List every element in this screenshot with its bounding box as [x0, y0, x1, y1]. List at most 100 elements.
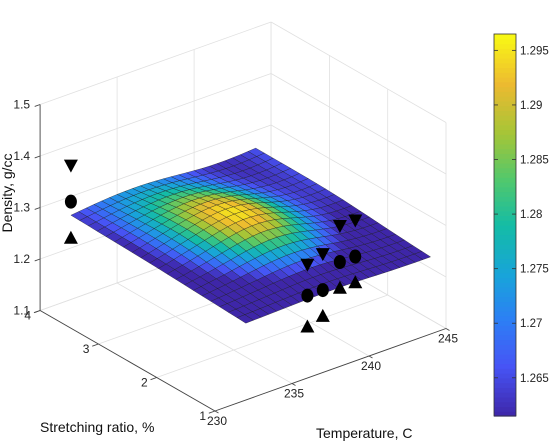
- colorbar-band: [494, 139, 516, 145]
- marker-circle: [64, 194, 77, 209]
- colorbar-tick-label: 1.28: [520, 209, 542, 221]
- colorbar-tick-label: 1.27: [520, 318, 542, 330]
- colorbar-band: [494, 115, 516, 121]
- z-tick-label: 1.1: [13, 304, 30, 318]
- colorbar-band: [494, 158, 516, 164]
- data-markers: [63, 159, 363, 333]
- marker-triangle-down: [315, 248, 330, 262]
- colorbar-band: [494, 96, 516, 102]
- colorbar-band: [494, 263, 516, 269]
- marker-triangle-down: [300, 258, 315, 272]
- y-axis-line: [39, 310, 216, 412]
- colorbar-band: [494, 272, 516, 279]
- colorbar-band: [494, 363, 516, 369]
- colorbar-band: [494, 258, 516, 264]
- grid-line: [270, 73, 447, 175]
- colorbar-band: [494, 220, 516, 226]
- z-tick-mark: [34, 310, 41, 313]
- colorbar-band: [494, 234, 516, 240]
- x-axis-label: Temperature, C: [316, 425, 412, 441]
- z-tick-label: 1.5: [13, 98, 30, 112]
- marker-triangle-up: [63, 230, 78, 244]
- colorbar-band: [494, 201, 516, 207]
- grid-line: [39, 73, 272, 157]
- colorbar-band: [494, 244, 516, 250]
- colorbar-band: [494, 205, 516, 212]
- colorbar-band: [494, 411, 516, 417]
- colorbar-band: [494, 215, 516, 221]
- colorbar-band: [494, 110, 516, 116]
- colorbar-band: [494, 253, 516, 260]
- colorbar-band: [494, 301, 516, 307]
- z-tick-label: 1.2: [13, 252, 30, 266]
- colorbar-band: [494, 310, 516, 317]
- marker-circle: [333, 255, 346, 269]
- colorbar-band: [494, 67, 516, 73]
- x-axis-line: [214, 328, 447, 412]
- colorbar-band: [494, 100, 516, 107]
- colorbar-band: [494, 287, 516, 293]
- colorbar-band: [494, 320, 516, 326]
- colorbar-band: [494, 373, 516, 379]
- y-tick-label: 4: [24, 309, 31, 323]
- colorbar-band: [494, 182, 516, 188]
- colorbar-tick-label: 1.265: [520, 373, 549, 385]
- grid-line: [156, 294, 388, 378]
- y-axis-label: Stretching ratio, %: [40, 419, 154, 435]
- colorbar-band: [494, 325, 516, 331]
- colorbar-band: [494, 406, 516, 412]
- colorbar-band: [494, 210, 516, 217]
- colorbar-band: [494, 358, 516, 365]
- grid-line: [270, 124, 447, 226]
- colorbar-band: [494, 86, 516, 92]
- colorbar-band: [494, 392, 516, 398]
- y-tick-label: 1: [199, 409, 206, 423]
- colorbar-band: [494, 62, 516, 69]
- colorbar-band: [494, 401, 516, 408]
- colorbar-band: [494, 353, 516, 360]
- colorbar-band: [494, 81, 516, 88]
- y-tick-label: 3: [83, 342, 90, 356]
- grid-line: [39, 124, 272, 208]
- colorbar-band: [494, 349, 516, 355]
- z-tick-mark: [34, 155, 41, 159]
- y-tick-label: 2: [141, 376, 148, 390]
- colorbar-band: [494, 124, 516, 131]
- marker-triangle-down: [348, 214, 363, 228]
- marker-triangle-down: [63, 159, 78, 173]
- colorbar-band: [494, 105, 516, 112]
- colorbar-band: [494, 38, 516, 45]
- z-tick-mark: [34, 207, 41, 210]
- colorbar-band: [494, 119, 516, 126]
- colorbar-band: [494, 315, 516, 322]
- colorbar-band: [494, 177, 516, 183]
- y-tick-mark: [92, 343, 99, 347]
- x-tick-mark: [291, 383, 296, 386]
- colorbar-band: [494, 229, 516, 236]
- x-tick-mark: [368, 355, 373, 359]
- colorbar-band: [494, 43, 516, 49]
- z-axis-label: Density, g/cc: [0, 153, 15, 232]
- colorbar: 1.265 1.27 1.275 1.28 1.285 1.29 1.295: [493, 33, 549, 417]
- marker-circle: [301, 288, 314, 303]
- colorbar-band: [494, 57, 516, 64]
- y-tick-mark: [208, 410, 216, 414]
- colorbar-band: [494, 387, 516, 393]
- colorbar-band: [494, 368, 516, 374]
- colorbar-band: [494, 53, 516, 59]
- x-tick-label: 240: [361, 359, 381, 373]
- colorbar-band: [494, 296, 516, 303]
- x-tick-mark: [214, 410, 219, 414]
- colorbar-band: [494, 134, 516, 140]
- colorbar-band: [494, 282, 516, 288]
- colorbar-band: [494, 72, 516, 78]
- colorbar-tick-label: 1.295: [520, 45, 549, 57]
- density-surface: [70, 147, 432, 324]
- colorbar-band: [494, 191, 516, 197]
- marker-triangle-up: [300, 319, 315, 333]
- colorbar-tick-label: 1.285: [520, 155, 549, 167]
- colorbar-band: [494, 76, 516, 83]
- x-tick-mark: [445, 328, 450, 331]
- colorbar-band: [494, 162, 516, 169]
